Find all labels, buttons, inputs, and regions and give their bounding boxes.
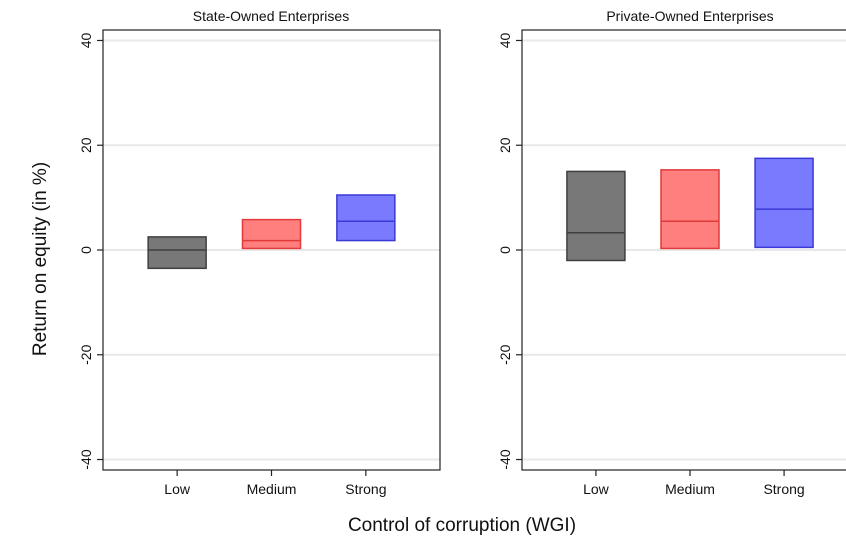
y-tick-label: 20 (497, 137, 513, 153)
panel-title: State-Owned Enterprises (193, 8, 349, 24)
y-tick-label: -40 (78, 449, 94, 469)
y-tick-label: 0 (497, 246, 513, 254)
y-tick-label: -40 (497, 449, 513, 469)
panel-private-owned: Private-Owned Enterprises -40 -20 0 20 40 Low… (497, 8, 846, 497)
box-low (147, 236, 207, 270)
panel-state-owned: State-Owned Enterprises -40 -20 0 20 40 Low Me… (78, 8, 441, 497)
box-strong (754, 157, 814, 249)
y-tick-label: -20 (497, 344, 513, 364)
x-tick-label: Low (583, 481, 610, 497)
x-tick-label: Strong (763, 481, 804, 497)
box-medium (241, 218, 302, 250)
box-strong (336, 194, 396, 242)
x-tick-label: Medium (665, 481, 715, 497)
y-axis-title: Return on equity (in %) (30, 162, 51, 356)
plot-area: -40 -20 0 20 40 Low Medium Strong (78, 29, 441, 497)
y-tick-label: 0 (78, 246, 94, 254)
x-axis-title: Control of corruption (WGI) (348, 515, 576, 536)
x-tick-label: Medium (247, 481, 297, 497)
x-tick-label: Strong (345, 481, 386, 497)
plot-area: -40 -20 0 20 40 Low Medium Strong (497, 29, 846, 497)
box-medium (660, 169, 720, 250)
x-tick-label: Low (164, 481, 191, 497)
y-tick-label: 20 (78, 137, 94, 153)
y-tick-label: 40 (78, 32, 94, 48)
y-tick-label: 40 (497, 32, 513, 48)
panel-title: Private-Owned Enterprises (606, 8, 773, 24)
y-tick-label: -20 (78, 344, 94, 364)
box-low (566, 170, 626, 262)
